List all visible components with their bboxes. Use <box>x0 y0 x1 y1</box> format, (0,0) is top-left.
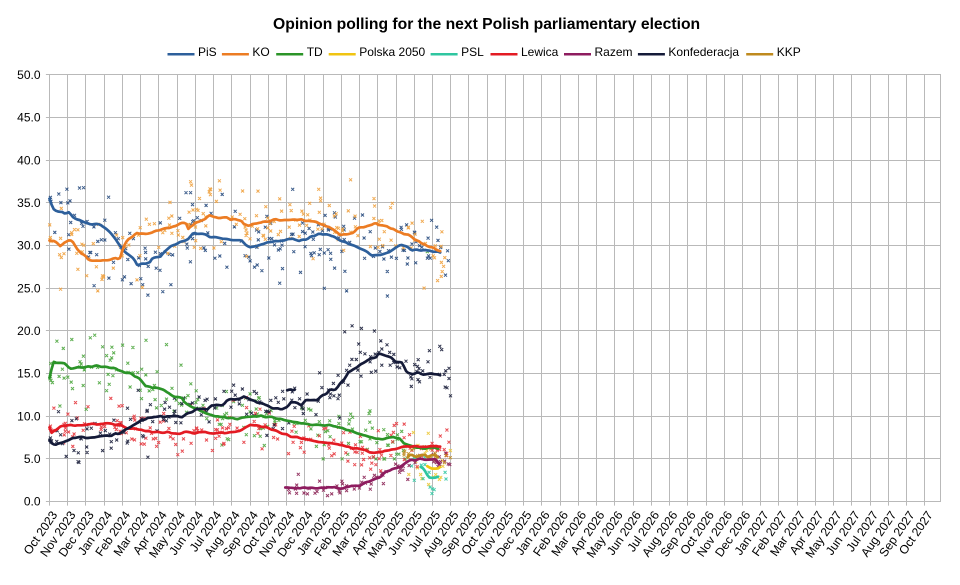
svg-text:50.0: 50.0 <box>17 68 41 82</box>
svg-text:Razem: Razem <box>595 45 633 59</box>
svg-text:0.0: 0.0 <box>24 495 41 509</box>
svg-text:Lewica: Lewica <box>521 45 559 59</box>
svg-text:15.0: 15.0 <box>17 367 41 381</box>
svg-text:Polska 2050: Polska 2050 <box>359 45 425 59</box>
svg-text:30.0: 30.0 <box>17 239 41 253</box>
svg-text:Opinion polling for the next P: Opinion polling for the next Polish parl… <box>273 16 700 33</box>
svg-text:KKP: KKP <box>777 45 801 59</box>
svg-text:40.0: 40.0 <box>17 153 41 167</box>
svg-text:45.0: 45.0 <box>17 111 41 125</box>
svg-text:PiS: PiS <box>198 45 217 59</box>
svg-text:35.0: 35.0 <box>17 196 41 210</box>
svg-text:Konfederacja: Konfederacja <box>668 45 739 59</box>
svg-text:10.0: 10.0 <box>17 409 41 423</box>
svg-text:20.0: 20.0 <box>17 324 41 338</box>
svg-text:PSL: PSL <box>461 45 484 59</box>
svg-text:TD: TD <box>307 45 323 59</box>
svg-text:KO: KO <box>252 45 269 59</box>
svg-text:5.0: 5.0 <box>24 452 41 466</box>
svg-text:25.0: 25.0 <box>17 281 41 295</box>
